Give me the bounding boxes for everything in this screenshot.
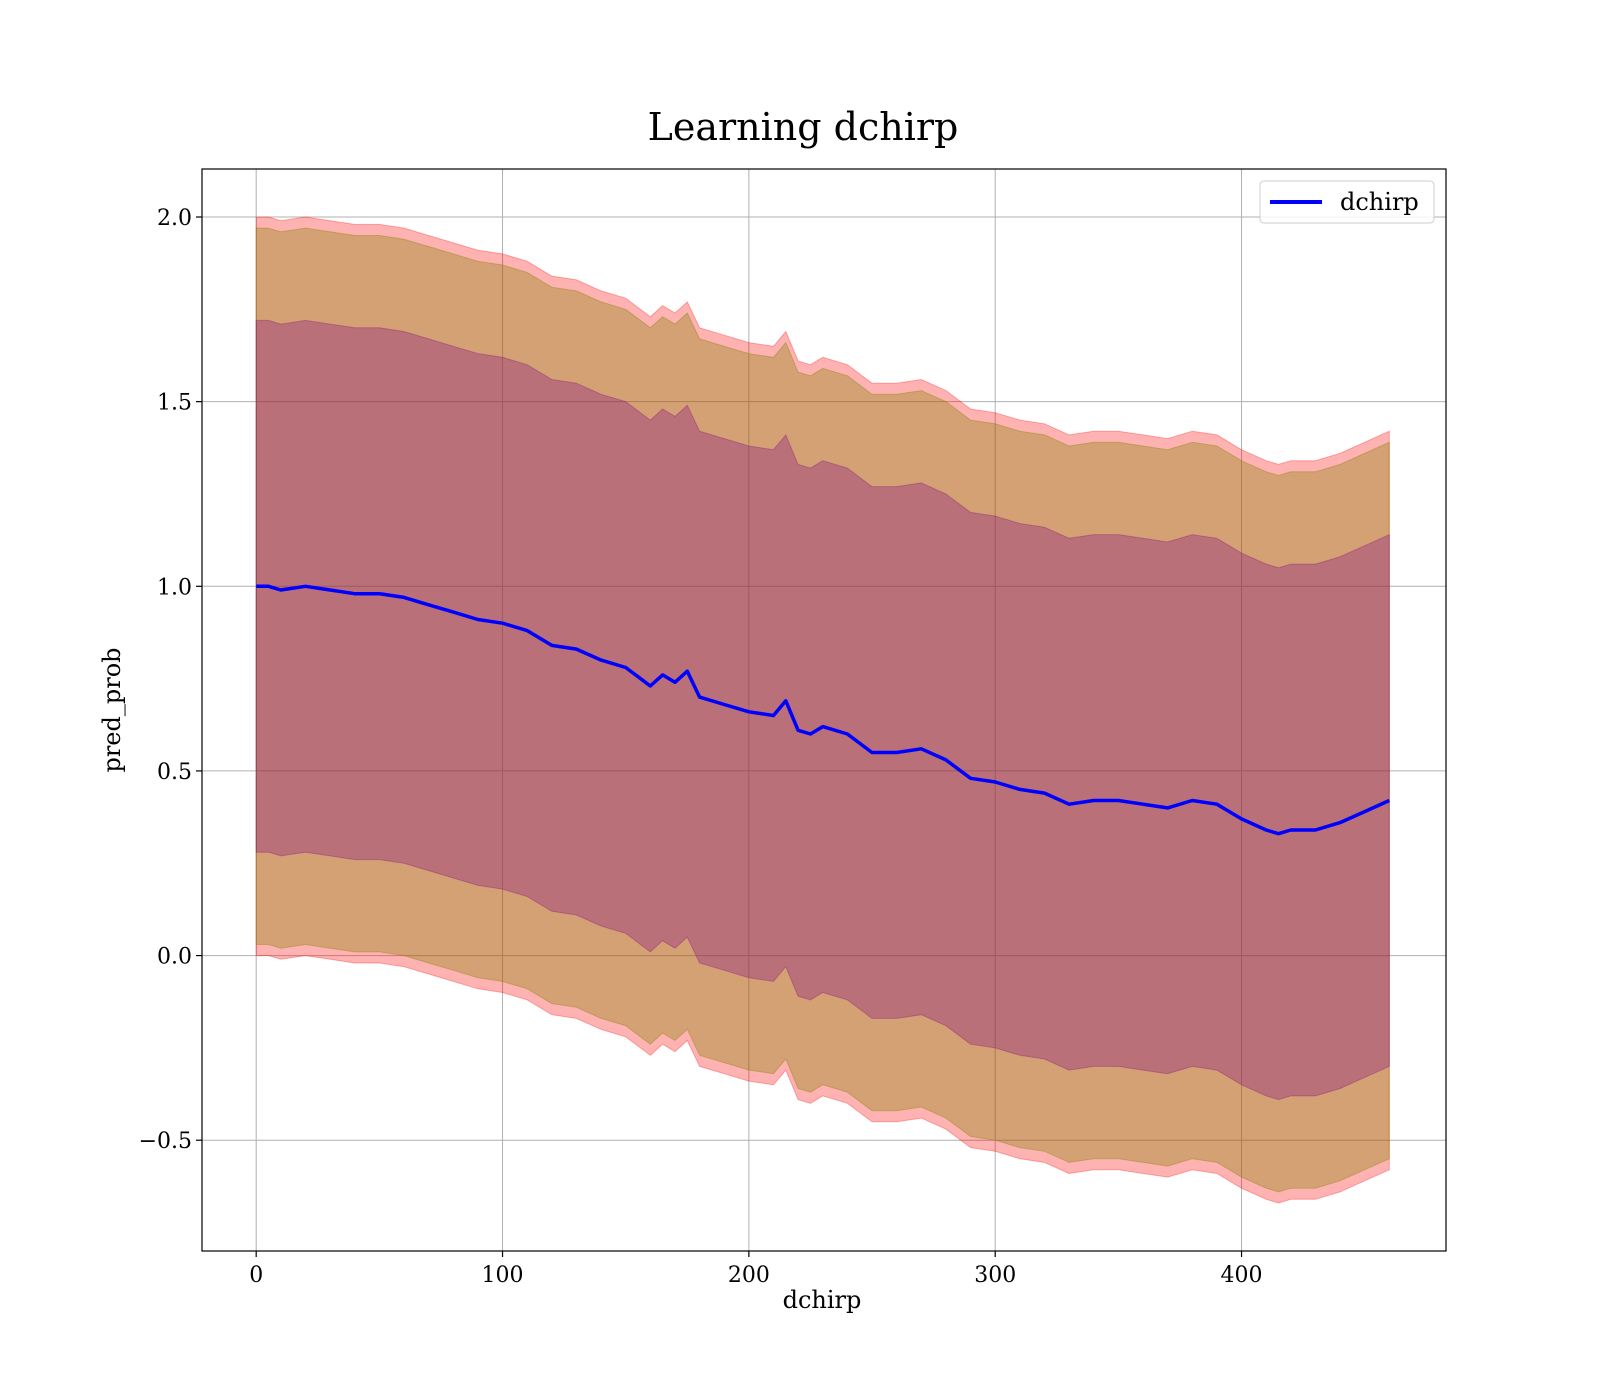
legend-box: [1259, 180, 1435, 224]
series-line-dchirp: [256, 584, 1391, 836]
y-tick-label: 1.5: [157, 391, 192, 416]
legend: dchirp: [1259, 180, 1435, 224]
y-tick-label: 0.0: [157, 945, 192, 970]
confidence-band: [255, 319, 1390, 1101]
x-tick-label: 200: [728, 1263, 770, 1288]
legend-label: dchirp: [1340, 188, 1419, 216]
y-tick-label: 1.0: [157, 575, 192, 600]
plot-frame: [201, 168, 1447, 1252]
x-tick-label: 300: [974, 1263, 1016, 1288]
y-tick-label: −0.5: [139, 1129, 192, 1154]
line-layer: [256, 584, 1391, 836]
confidence-band: [255, 216, 1390, 1204]
grid-layer: [202, 169, 1446, 1251]
x-tick-label: 0: [249, 1263, 263, 1288]
y-tick-label: 2.0: [157, 206, 192, 231]
y-axis-label: pred_prob: [98, 647, 126, 772]
x-axis-label: dchirp: [783, 1286, 862, 1314]
x-tick-label: 400: [1221, 1263, 1263, 1288]
y-tick-label: 0.5: [157, 760, 192, 785]
chart-title: Learning dchirp: [648, 105, 959, 149]
band-layer: [255, 216, 1390, 1204]
x-tick-label: 100: [482, 1263, 524, 1288]
confidence-band: [255, 227, 1390, 1193]
tick-layer: 0 100 200 300 400 −0.5 0.0 0.5 1.0 1.5 2.0: [139, 206, 1263, 1288]
